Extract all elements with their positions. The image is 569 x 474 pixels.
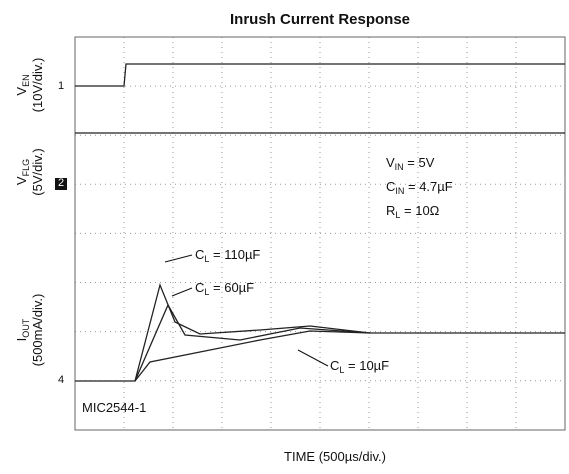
condition-main: C	[386, 179, 395, 194]
channel-marker: 1	[58, 80, 64, 92]
curve-label-main: C	[330, 358, 339, 373]
condition-sub: IN	[395, 186, 404, 196]
condition-sub: L	[395, 210, 400, 220]
channel-name-sub: EN	[21, 74, 31, 87]
channel-label: IOUT (500mA/div.)	[14, 294, 45, 367]
grid	[75, 37, 565, 430]
marker-box	[55, 178, 67, 190]
pointer-lines	[164, 254, 329, 367]
channel-marker: 4	[58, 374, 64, 386]
channel-name: VEN	[14, 74, 31, 95]
condition-rest: = 4.7µF	[404, 179, 452, 194]
curve-label-rest: = 10µF	[344, 358, 389, 373]
curve-label-main: C	[195, 280, 204, 295]
part-number: MIC2544-1	[82, 400, 146, 415]
curve-label-main: C	[195, 247, 204, 262]
iout-110	[75, 282, 565, 382]
iout-60	[134, 303, 371, 382]
curve-label-rest: = 110µF	[209, 247, 260, 262]
condition: RL = 10Ω	[386, 203, 440, 220]
channel-label: VEN (10V/div.)	[14, 58, 45, 113]
plot-frame	[74, 36, 566, 431]
curve-label: CL = 10µF	[330, 358, 389, 375]
curve-label: CL = 110µF	[195, 247, 260, 264]
curve-label-rest: = 60µF	[209, 280, 254, 295]
condition: CIN = 4.7µF	[386, 179, 453, 196]
condition: VIN = 5V	[386, 155, 435, 172]
curve-label-sub: L	[204, 254, 209, 264]
condition-sub: IN	[395, 162, 404, 172]
en-trace	[75, 63, 565, 87]
curve-label-sub: L	[204, 287, 209, 297]
condition-rest: = 10Ω	[400, 203, 439, 218]
curve-label: CL = 60µF	[195, 280, 254, 297]
channel-name: IOUT	[14, 318, 31, 341]
condition-main: V	[386, 155, 395, 170]
iout-10	[134, 330, 371, 382]
x-axis-label: TIME (500µs/div.)	[284, 449, 386, 464]
channel-name-main: V	[14, 87, 29, 96]
channel-scale: (5V/div.)	[30, 148, 45, 195]
channel-name: VFLG	[14, 159, 31, 185]
channel-name-sub: FLG	[21, 159, 31, 177]
chart-title: Inrush Current Response	[230, 11, 410, 28]
channel-scale: (500mA/div.)	[30, 294, 45, 367]
channel-label: VFLG (5V/div.)	[14, 148, 45, 195]
channel-name-main: I	[14, 338, 29, 342]
condition-main: R	[386, 203, 395, 218]
channel-scale: (10V/div.)	[30, 58, 45, 113]
curve-label-sub: L	[339, 365, 344, 375]
channel-name-main: V	[14, 176, 29, 185]
channel-name-sub: OUT	[21, 318, 31, 338]
condition-rest: = 5V	[404, 155, 435, 170]
channel-marker: 2	[58, 177, 64, 189]
